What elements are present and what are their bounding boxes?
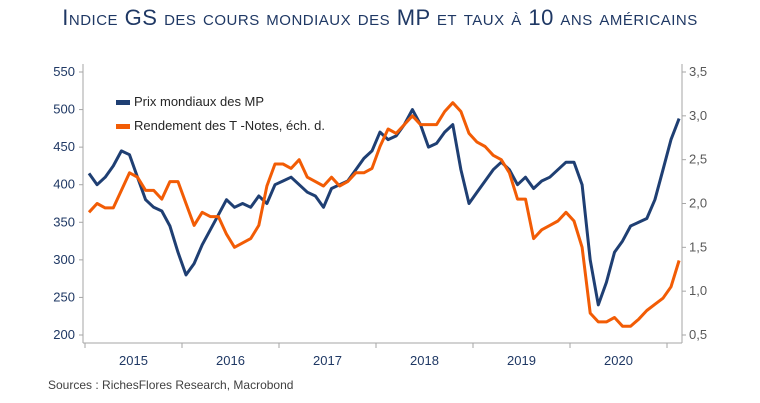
right-tick-label: 3,0 — [689, 108, 707, 123]
right-tick-label: 2,0 — [689, 196, 707, 211]
left-tick-label: 350 — [53, 214, 75, 229]
left-tick-label: 400 — [53, 177, 75, 192]
left-tick-label: 500 — [53, 102, 75, 117]
right-tick-label: 2,5 — [689, 152, 707, 167]
legend-swatch — [116, 124, 130, 129]
left-tick-label: 250 — [53, 289, 75, 304]
series-2 — [87, 101, 681, 328]
x-tick-label: 2019 — [507, 353, 536, 368]
left-tick-label: 450 — [53, 139, 75, 154]
left-tick-label: 550 — [53, 64, 75, 79]
left-tick-label: 300 — [53, 252, 75, 267]
chart-title: Indice GS des cours mondiaux des MP et t… — [62, 5, 698, 30]
x-tick-label: 2016 — [216, 353, 245, 368]
x-tick-label: 2015 — [119, 353, 148, 368]
right-tick-label: 0,5 — [689, 327, 707, 342]
source-note: Sources : RichesFlores Research, Macrobo… — [48, 378, 294, 392]
x-tick-label: 2017 — [313, 353, 342, 368]
right-tick-label: 1,5 — [689, 239, 707, 254]
series-line — [87, 101, 681, 328]
right-tick-label: 1,0 — [689, 283, 707, 298]
left-tick-label: 200 — [53, 327, 75, 342]
legend-swatch — [116, 100, 130, 105]
right-tick-label: 3,5 — [689, 64, 707, 79]
x-tick-label: 2018 — [410, 353, 439, 368]
x-tick-label: 2020 — [604, 353, 633, 368]
legend-label: Rendement des T -Notes, éch. d. — [134, 118, 325, 133]
legend-label: Prix mondiaux des MP — [134, 94, 264, 109]
